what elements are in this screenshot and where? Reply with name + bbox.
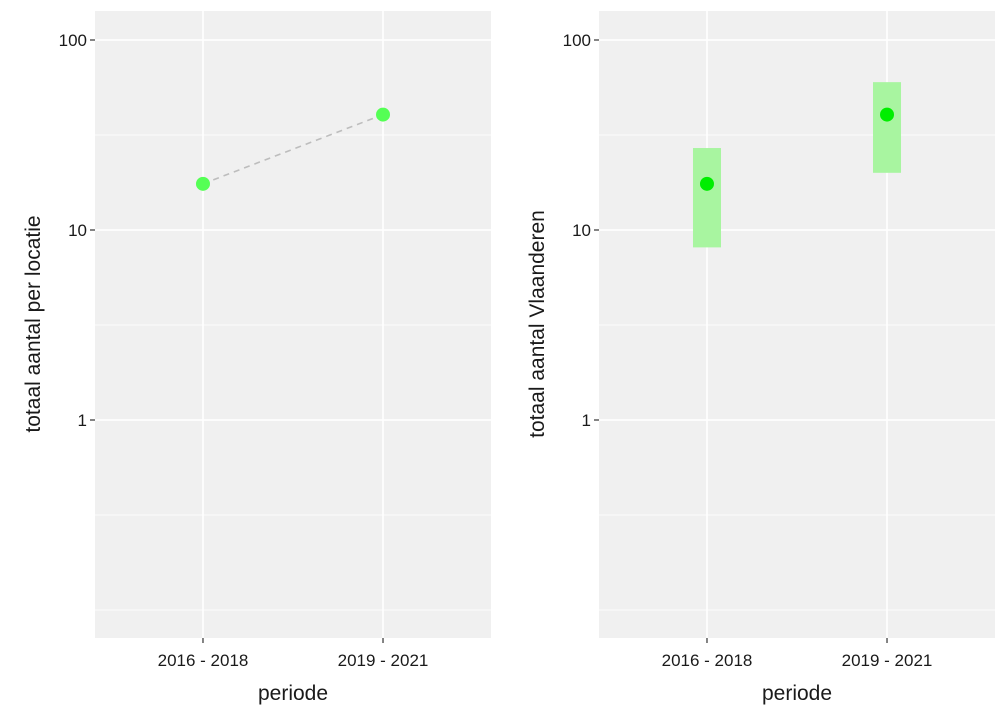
- y-tick-label: 100: [563, 31, 591, 50]
- x-tick-label: 2019 - 2021: [338, 651, 429, 670]
- x-tick-label: 2019 - 2021: [842, 651, 933, 670]
- data-point: [376, 107, 391, 122]
- data-point: [699, 176, 714, 191]
- data-point: [880, 107, 895, 122]
- x-ticks-right: 2016 - 2018 2019 - 2021: [662, 638, 933, 670]
- interval-bar: [692, 148, 721, 248]
- y-tick-label: 100: [59, 31, 87, 50]
- plot-background-right: [599, 11, 995, 638]
- marks-left: [195, 107, 391, 191]
- panel-right: 1 10 100 2016 - 2018 2019 - 2021 periode to…: [526, 11, 995, 705]
- x-tick-label: 2016 - 2018: [158, 651, 249, 670]
- y-ticks-left: 1 10 100: [59, 31, 95, 430]
- x-ticks-left: 2016 - 2018 2019 - 2021: [158, 638, 429, 670]
- panel-left: 1 10 100 2016 - 2018 2019 - 2021 periode to…: [22, 11, 491, 705]
- y-tick-label: 1: [78, 411, 87, 430]
- x-axis-title-right: periode: [762, 682, 832, 705]
- marks-right: [692, 82, 902, 248]
- data-point: [195, 176, 210, 191]
- x-axis-title-left: periode: [258, 682, 328, 705]
- grid-right: [599, 11, 995, 638]
- grid-left: [95, 11, 491, 638]
- x-tick-label: 2016 - 2018: [662, 651, 753, 670]
- y-axis-title-right: totaal aantal Vlaanderen: [526, 210, 549, 438]
- y-ticks-right: 1 10 100: [563, 31, 599, 430]
- y-axis-title-left: totaal aantal per locatie: [22, 215, 45, 432]
- y-tick-label: 10: [572, 221, 591, 240]
- y-tick-label: 1: [582, 411, 591, 430]
- plot-background-left: [95, 11, 491, 638]
- y-tick-label: 10: [68, 221, 87, 240]
- interval-bar: [873, 82, 902, 173]
